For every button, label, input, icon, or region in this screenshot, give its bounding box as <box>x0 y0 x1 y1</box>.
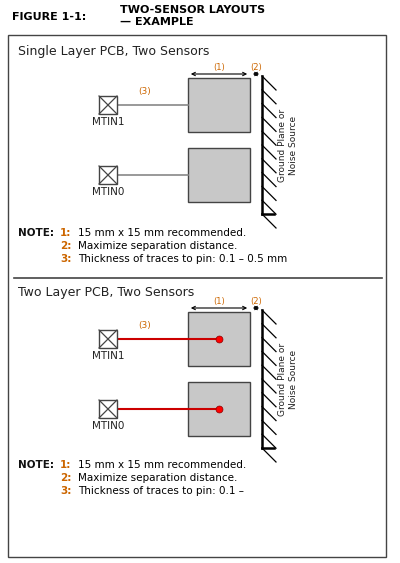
Text: 15 mm x 15 mm recommended.: 15 mm x 15 mm recommended. <box>78 228 246 238</box>
Text: MTIN1: MTIN1 <box>92 351 124 361</box>
Bar <box>188 78 250 132</box>
Text: 1:: 1: <box>60 228 71 238</box>
Text: MTIN0: MTIN0 <box>92 421 124 431</box>
Text: Maximize separation distance.: Maximize separation distance. <box>78 241 237 251</box>
Text: (3): (3) <box>138 87 151 96</box>
Text: 3:: 3: <box>60 486 71 496</box>
Text: MTIN1: MTIN1 <box>92 117 124 127</box>
Text: — EXAMPLE: — EXAMPLE <box>120 17 194 27</box>
Text: (2): (2) <box>250 63 262 72</box>
Text: Thickness of traces to pin: 0.1 – 0.5 mm: Thickness of traces to pin: 0.1 – 0.5 mm <box>78 254 287 264</box>
Bar <box>99 96 117 114</box>
Text: 2:: 2: <box>60 473 71 483</box>
Bar <box>99 400 117 418</box>
Bar <box>99 166 117 184</box>
Text: MTIN0: MTIN0 <box>92 187 124 197</box>
Text: 1:: 1: <box>60 460 71 470</box>
Text: (1): (1) <box>213 63 225 72</box>
Text: 15 mm x 15 mm recommended.: 15 mm x 15 mm recommended. <box>78 460 246 470</box>
Text: FIGURE 1-1:: FIGURE 1-1: <box>12 12 86 22</box>
Text: Thickness of traces to pin: 0.1 –: Thickness of traces to pin: 0.1 – <box>78 486 244 496</box>
Text: Ground Plane or
Noise Source: Ground Plane or Noise Source <box>278 342 298 415</box>
Text: Two Layer PCB, Two Sensors: Two Layer PCB, Two Sensors <box>18 286 194 299</box>
Text: NOTE:: NOTE: <box>18 460 54 470</box>
Bar <box>188 382 250 436</box>
Text: NOTE:: NOTE: <box>18 228 54 238</box>
Text: Single Layer PCB, Two Sensors: Single Layer PCB, Two Sensors <box>18 45 209 58</box>
Text: Ground Plane or
Noise Source: Ground Plane or Noise Source <box>278 109 298 181</box>
Text: 3:: 3: <box>60 254 71 264</box>
Bar <box>99 330 117 348</box>
Bar <box>188 312 250 366</box>
Text: (2): (2) <box>250 297 262 306</box>
Bar <box>188 148 250 202</box>
Text: Maximize separation distance.: Maximize separation distance. <box>78 473 237 483</box>
Text: TWO-SENSOR LAYOUTS: TWO-SENSOR LAYOUTS <box>120 5 265 15</box>
Text: (3): (3) <box>138 321 151 330</box>
Text: (1): (1) <box>213 297 225 306</box>
Text: 2:: 2: <box>60 241 71 251</box>
